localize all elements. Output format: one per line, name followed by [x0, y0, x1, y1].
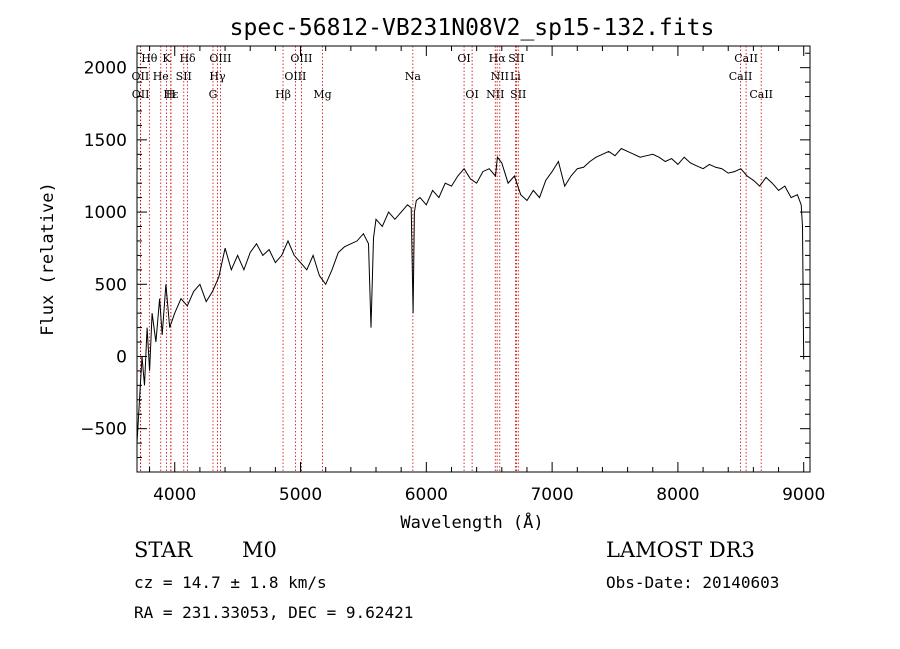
chart-title: spec-56812-VB231N08V2_sp15-132.fits — [230, 15, 715, 41]
y-axis-ticks: −500 0 500 1000 1500 2000 — [80, 52, 810, 473]
line-marker-label-7: SII — [508, 52, 524, 65]
x-tick-label-1: 5000 — [279, 485, 322, 505]
line-marker-label-11: SII — [176, 70, 192, 83]
line-marker-label-26: SII — [510, 88, 526, 101]
y-tick-label-0: −500 — [80, 420, 127, 440]
line-marker-label-5: OI — [457, 52, 470, 65]
y-tick-label-5: 2000 — [84, 59, 127, 79]
line-marker-label-16: Li — [510, 70, 521, 83]
line-marker-label-4: OIII — [290, 52, 312, 65]
line-marker-label-6: Hα — [489, 52, 507, 65]
line-marker-label-3: OIII — [209, 52, 231, 65]
line-marker-label-25: NII — [486, 88, 504, 101]
x-tick-label-2: 6000 — [405, 485, 448, 505]
line-marker-label-23: Mg — [313, 88, 331, 101]
x-tick-label-0: 4000 — [153, 485, 196, 505]
object-class: STAR — [134, 538, 193, 562]
line-marker-label-17: CaII — [729, 70, 753, 83]
object-subclass: M0 — [242, 538, 277, 562]
line-marker-label-10: He — [153, 70, 169, 83]
y-tick-label-4: 1500 — [84, 131, 127, 151]
line-marker-label-13: OIII — [284, 70, 306, 83]
line-marker-label-0: Hθ — [141, 52, 158, 65]
line-marker-label-1: K — [162, 52, 171, 65]
redshift-cz: cz = 14.7 ± 1.8 km/s — [134, 573, 327, 592]
line-marker-label-15: NII — [491, 70, 509, 83]
line-marker-label-2: Hδ — [179, 52, 196, 65]
x-tick-label-4: 8000 — [656, 485, 699, 505]
obs-date: Obs-Date: 20140603 — [606, 573, 780, 592]
x-axis-ticks: 4000 5000 6000 7000 8000 9000 — [149, 46, 825, 505]
plot-frame — [136, 45, 811, 473]
line-marker-label-14: Na — [405, 70, 422, 83]
line-marker-label-27: CaII — [749, 88, 773, 101]
line-marker-label-22: Hβ — [275, 88, 291, 101]
line-marker-label-19: Hε — [163, 88, 179, 101]
line-marker-label-9: OII — [132, 70, 150, 83]
spectrum-line-0 — [136, 147, 805, 444]
y-tick-label-3: 1000 — [84, 203, 127, 223]
x-tick-label-3: 7000 — [530, 485, 573, 505]
ra-dec: RA = 231.33053, DEC = 9.62421 — [134, 603, 414, 622]
line-marker-label-8: CaII — [734, 52, 758, 65]
y-tick-label-1: 0 — [116, 347, 127, 367]
x-axis-label: Wavelength (Å) — [400, 511, 543, 533]
x-tick-label-5: 9000 — [782, 485, 825, 505]
y-tick-label-2: 500 — [95, 275, 127, 295]
line-marker-label-12: Hγ — [209, 70, 226, 83]
spectrum-series — [136, 147, 805, 444]
line-marker-label-24: OI — [465, 88, 478, 101]
survey-name: LAMOST DR3 — [606, 538, 755, 562]
line-marker-label-20: H — [166, 88, 176, 101]
y-axis-label: Flux (relative) — [38, 182, 58, 336]
line-marker-label-21: G — [209, 88, 218, 101]
line-marker-label-18: OII — [132, 88, 150, 101]
